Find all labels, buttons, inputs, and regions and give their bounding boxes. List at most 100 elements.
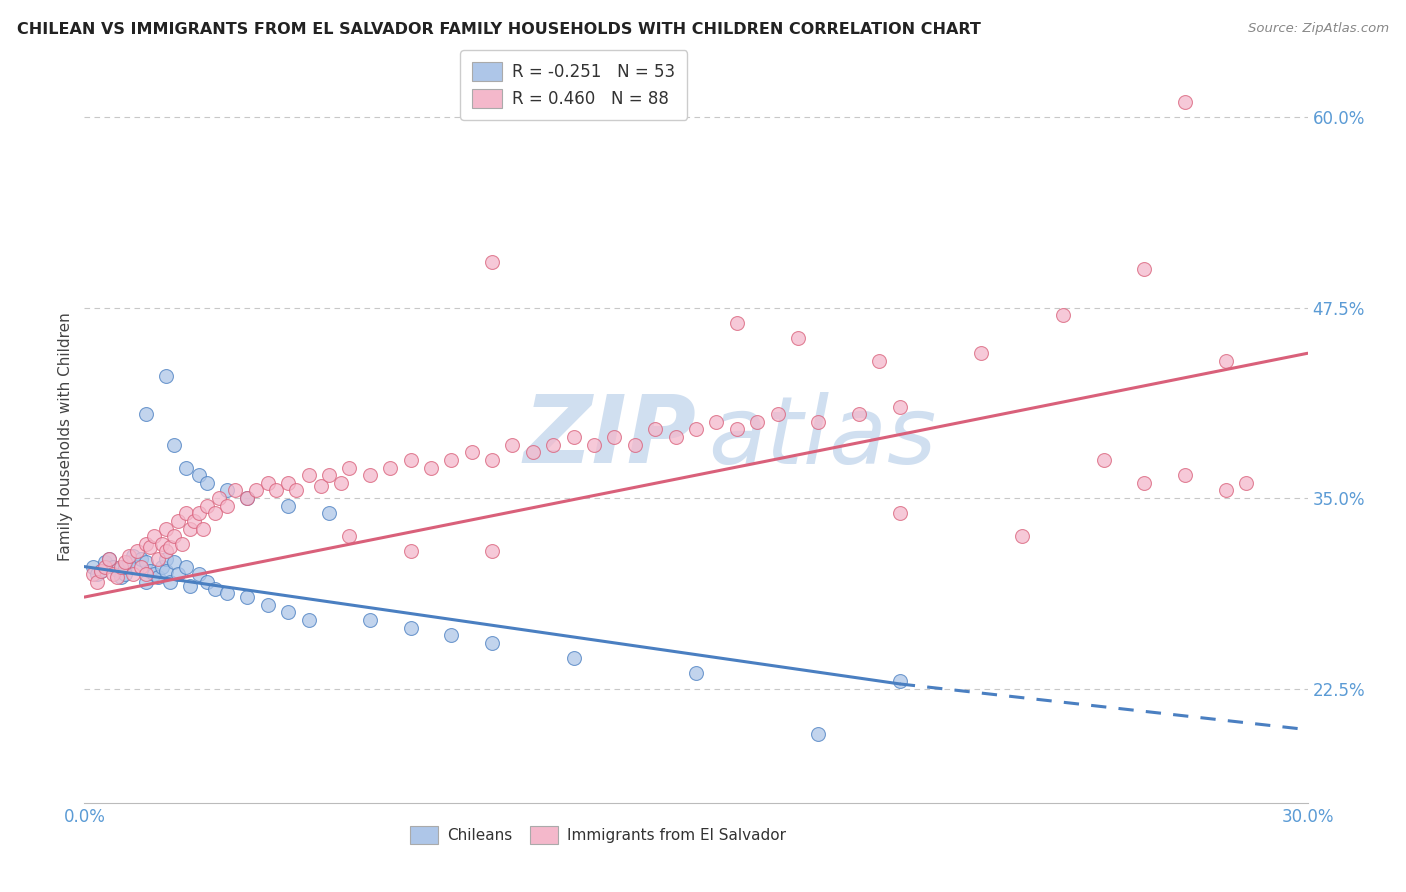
Point <box>309 479 332 493</box>
Point <box>481 255 503 269</box>
Point <box>562 430 585 444</box>
Point <box>298 613 321 627</box>
Point <box>277 605 299 619</box>
Point <box>481 636 503 650</box>
Point <box>725 316 748 330</box>
Point <box>195 499 218 513</box>
Point <box>440 453 463 467</box>
Point <box>285 483 308 498</box>
Text: ZIP: ZIP <box>523 391 696 483</box>
Point <box>159 574 181 589</box>
Point <box>481 453 503 467</box>
Point <box>624 438 647 452</box>
Point <box>195 475 218 490</box>
Point <box>105 570 128 584</box>
Point <box>150 559 173 574</box>
Point <box>236 491 259 505</box>
Point <box>122 567 145 582</box>
Point <box>869 354 891 368</box>
Point <box>101 559 124 574</box>
Point <box>766 407 789 421</box>
Point <box>187 506 209 520</box>
Point <box>208 491 231 505</box>
Point <box>257 475 280 490</box>
Point <box>155 544 177 558</box>
Point <box>204 582 226 597</box>
Point <box>245 483 267 498</box>
Point <box>142 567 165 582</box>
Point <box>135 567 157 582</box>
Point <box>481 544 503 558</box>
Point <box>105 563 128 577</box>
Point <box>236 590 259 604</box>
Point <box>195 574 218 589</box>
Text: CHILEAN VS IMMIGRANTS FROM EL SALVADOR FAMILY HOUSEHOLDS WITH CHILDREN CORRELATI: CHILEAN VS IMMIGRANTS FROM EL SALVADOR F… <box>17 22 981 37</box>
Point <box>807 415 830 429</box>
Point <box>163 555 186 569</box>
Point <box>131 552 153 566</box>
Point <box>159 540 181 554</box>
Point <box>142 529 165 543</box>
Point <box>359 468 381 483</box>
Point <box>339 529 361 543</box>
Point <box>191 521 214 535</box>
Point <box>155 369 177 384</box>
Point <box>1011 529 1033 543</box>
Point <box>86 574 108 589</box>
Point <box>461 445 484 459</box>
Point <box>114 559 136 574</box>
Point <box>118 549 141 563</box>
Point <box>118 555 141 569</box>
Point <box>135 555 157 569</box>
Point <box>110 559 132 574</box>
Point <box>380 460 402 475</box>
Point <box>135 574 157 589</box>
Point <box>970 346 993 360</box>
Point <box>583 438 606 452</box>
Point <box>224 483 246 498</box>
Point <box>562 651 585 665</box>
Point <box>90 564 112 578</box>
Point <box>204 506 226 520</box>
Point <box>787 331 810 345</box>
Point <box>93 555 115 569</box>
Point <box>399 453 422 467</box>
Point <box>135 407 157 421</box>
Point <box>603 430 626 444</box>
Point <box>146 570 169 584</box>
Point <box>174 559 197 574</box>
Point <box>685 422 707 436</box>
Point <box>187 567 209 582</box>
Point <box>440 628 463 642</box>
Point <box>97 552 120 566</box>
Point <box>167 567 190 582</box>
Point <box>685 666 707 681</box>
Point <box>127 544 149 558</box>
Point <box>155 564 177 578</box>
Point <box>167 514 190 528</box>
Point <box>86 567 108 582</box>
Point <box>889 673 911 688</box>
Point <box>114 555 136 569</box>
Point <box>257 598 280 612</box>
Point <box>82 559 104 574</box>
Point <box>146 552 169 566</box>
Point <box>138 540 160 554</box>
Point <box>1052 308 1074 322</box>
Point <box>127 559 149 574</box>
Point <box>174 460 197 475</box>
Point <box>725 422 748 436</box>
Point <box>1215 483 1237 498</box>
Point <box>179 579 201 593</box>
Point <box>217 483 239 498</box>
Point <box>644 422 666 436</box>
Point <box>889 506 911 520</box>
Point <box>187 468 209 483</box>
Point <box>1215 354 1237 368</box>
Point <box>138 564 160 578</box>
Point <box>93 559 115 574</box>
Point <box>264 483 287 498</box>
Point <box>807 727 830 741</box>
Point <box>135 537 157 551</box>
Point <box>1236 475 1258 490</box>
